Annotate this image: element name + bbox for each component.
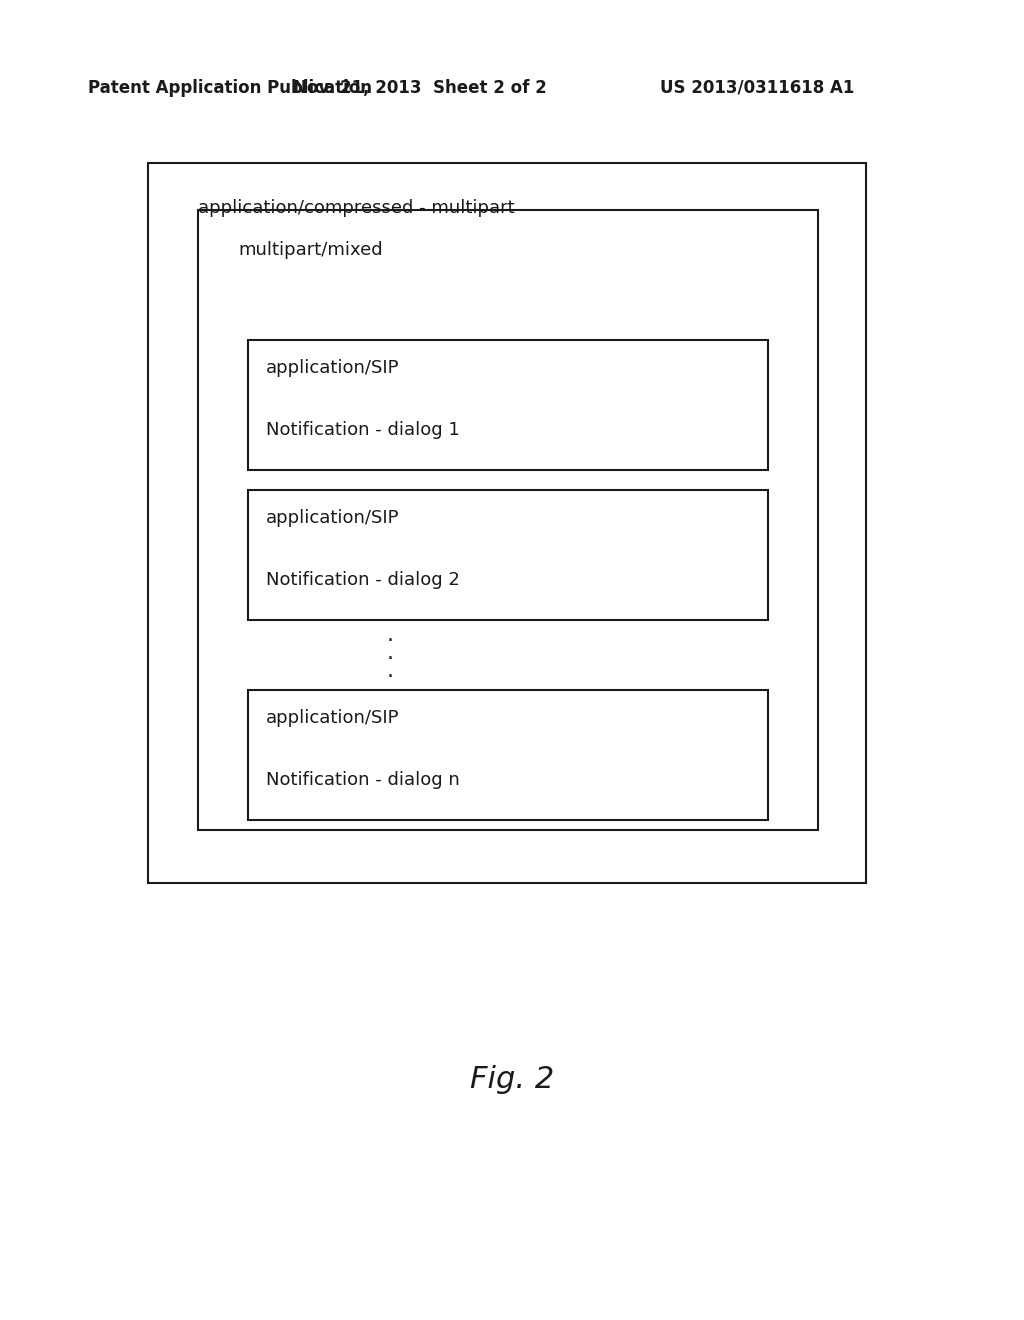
- Bar: [148, 162, 866, 883]
- Text: application/SIP: application/SIP: [266, 709, 399, 727]
- Text: .: .: [386, 624, 393, 645]
- Text: Notification - dialog 2: Notification - dialog 2: [266, 572, 460, 589]
- Text: Fig. 2: Fig. 2: [470, 1065, 554, 1094]
- Text: application/SIP: application/SIP: [266, 510, 399, 527]
- Text: Notification - dialog n: Notification - dialog n: [266, 771, 460, 789]
- Text: US 2013/0311618 A1: US 2013/0311618 A1: [660, 79, 854, 96]
- Text: Notification - dialog 1: Notification - dialog 1: [266, 421, 460, 440]
- Text: .: .: [386, 643, 393, 663]
- Text: application/SIP: application/SIP: [266, 359, 399, 378]
- Bar: [248, 341, 768, 470]
- Text: application/compressed - multipart: application/compressed - multipart: [198, 199, 515, 216]
- Bar: [198, 210, 818, 830]
- Text: Patent Application Publication: Patent Application Publication: [88, 79, 372, 96]
- Text: Nov. 21, 2013  Sheet 2 of 2: Nov. 21, 2013 Sheet 2 of 2: [293, 79, 547, 96]
- Bar: [248, 490, 768, 620]
- Text: multipart/mixed: multipart/mixed: [238, 242, 383, 259]
- Text: .: .: [386, 661, 393, 681]
- Bar: [248, 690, 768, 820]
